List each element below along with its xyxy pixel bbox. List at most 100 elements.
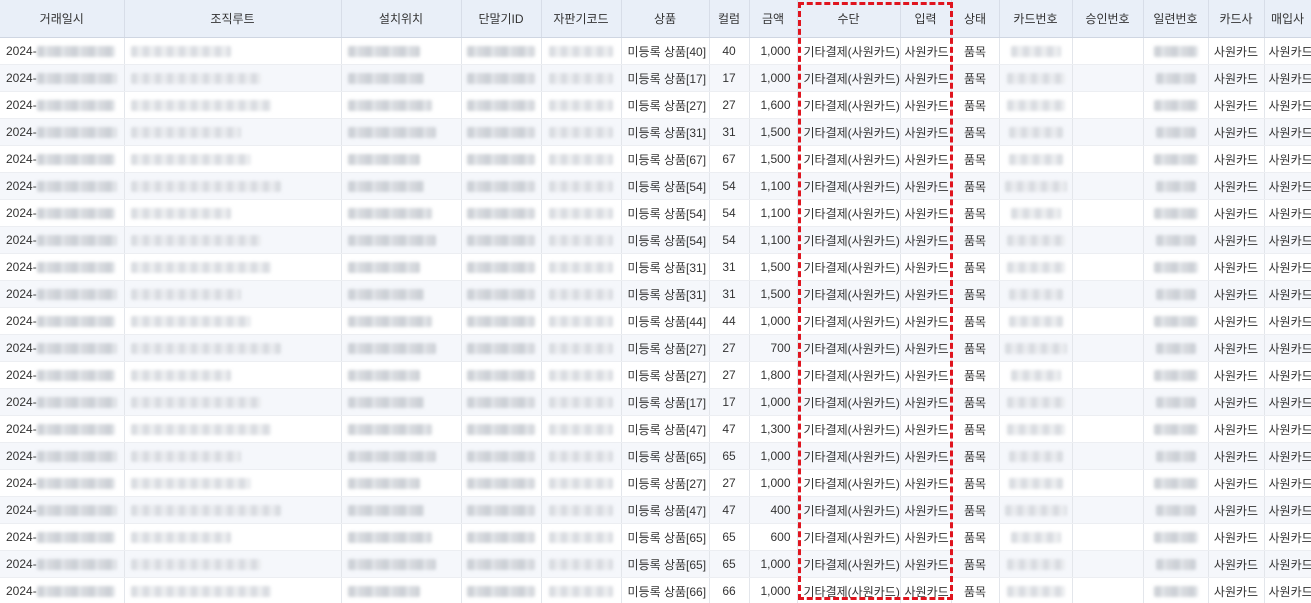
table-row[interactable]: 2024- 미등록 상품[66] 66 1,000 기타결제(사원카드) 사원카드 품목 사원… <box>0 577 1311 603</box>
cell-org-route <box>124 307 342 335</box>
cell-input: 사원카드 <box>900 226 952 254</box>
redacted-org-route <box>130 46 231 58</box>
header-product[interactable]: 상품 <box>621 0 710 38</box>
table-row[interactable]: 2024- 미등록 상품[54] 54 1,100 기타결제(사원카드) 사원카드 품목 사원… <box>0 172 1311 200</box>
cell-datetime: 2024- <box>0 577 125 603</box>
header-serial-no[interactable]: 일련번호 <box>1143 0 1209 38</box>
cell-status: 품목 <box>951 388 1000 416</box>
table-row[interactable]: 2024- 미등록 상품[27] 27 1,800 기타결제(사원카드) 사원카드 품목 사원… <box>0 361 1311 389</box>
cell-input: 사원카드 <box>900 361 952 389</box>
cell-method: 기타결제(사원카드) <box>797 442 901 470</box>
header-card-company[interactable]: 카드사 <box>1208 0 1265 38</box>
cell-card-no <box>999 469 1073 497</box>
cell-status: 품목 <box>951 577 1000 603</box>
redacted-card-no <box>1010 370 1061 382</box>
header-card-no[interactable]: 카드번호 <box>999 0 1073 38</box>
table-row[interactable]: 2024- 미등록 상품[17] 17 1,000 기타결제(사원카드) 사원카드 품목 사원… <box>0 388 1311 416</box>
redacted-card-no <box>1006 559 1065 571</box>
header-method[interactable]: 수단 <box>797 0 901 38</box>
header-status[interactable]: 상태 <box>951 0 1000 38</box>
redacted-serial-no <box>1155 73 1196 85</box>
cell-card-no <box>999 64 1073 92</box>
redacted-serial-no <box>1155 127 1196 139</box>
cell-card-no <box>999 199 1073 227</box>
header-acquirer[interactable]: 매입사 <box>1264 0 1311 38</box>
table-row[interactable]: 2024- 미등록 상품[27] 27 700 기타결제(사원카드) 사원카드 품목 사원카드… <box>0 334 1311 362</box>
redacted-card-no <box>1010 208 1061 220</box>
cell-input: 사원카드 <box>900 307 952 335</box>
redacted-vending-code <box>549 235 613 247</box>
cell-org-route <box>124 37 342 65</box>
table-row[interactable]: 2024- 미등록 상품[65] 65 600 기타결제(사원카드) 사원카드 품목 사원카드… <box>0 523 1311 551</box>
header-amount[interactable]: 금액 <box>749 0 798 38</box>
table-header-row: 거래일시 조직루트 설치위치 단말기ID 자판기코드 상품 컬럼 금액 수단 입… <box>0 0 1311 38</box>
cell-card-no <box>999 523 1073 551</box>
table-row[interactable]: 2024- 미등록 상품[47] 47 1,300 기타결제(사원카드) 사원카드 품목 사원… <box>0 415 1311 443</box>
cell-serial-no <box>1143 577 1209 603</box>
header-location[interactable]: 설치위치 <box>341 0 462 38</box>
cell-product: 미등록 상품[27] <box>621 469 710 497</box>
table-row[interactable]: 2024- 미등록 상품[54] 54 1,100 기타결제(사원카드) 사원카드 품목 사원… <box>0 199 1311 227</box>
header-vending-code[interactable]: 자판기코드 <box>541 0 622 38</box>
redacted-terminal-id <box>467 397 535 409</box>
redacted-terminal-id <box>467 559 535 571</box>
table-row[interactable]: 2024- 미등록 상품[47] 47 400 기타결제(사원카드) 사원카드 품목 사원카드… <box>0 496 1311 524</box>
table-row[interactable]: 2024- 미등록 상품[44] 44 1,000 기타결제(사원카드) 사원카드 품목 사원… <box>0 307 1311 335</box>
cell-card-company: 사원카드 <box>1208 523 1265 551</box>
table-row[interactable]: 2024- 미등록 상품[67] 67 1,500 기타결제(사원카드) 사원카드 품목 사원… <box>0 145 1311 173</box>
cell-card-company: 사원카드 <box>1208 388 1265 416</box>
redacted-org-route <box>130 289 241 301</box>
cell-location <box>341 37 462 65</box>
cell-datetime: 2024- <box>0 442 125 470</box>
cell-vending-code <box>541 334 622 362</box>
cell-acquirer: 사원카드 <box>1264 226 1311 254</box>
table-row[interactable]: 2024- 미등록 상품[27] 27 1,600 기타결제(사원카드) 사원카드 품목 사원… <box>0 91 1311 119</box>
redacted-terminal-id <box>467 343 535 355</box>
cell-vending-code <box>541 307 622 335</box>
cell-input: 사원카드 <box>900 496 952 524</box>
table-row[interactable]: 2024- 미등록 상품[31] 31 1,500 기타결제(사원카드) 사원카드 품목 사원… <box>0 280 1311 308</box>
cell-column: 44 <box>709 307 750 335</box>
redacted-location <box>347 208 432 220</box>
cell-method: 기타결제(사원카드) <box>797 199 901 227</box>
cell-serial-no <box>1143 145 1209 173</box>
cell-product: 미등록 상품[31] <box>621 253 710 281</box>
cell-product: 미등록 상품[67] <box>621 145 710 173</box>
table-row[interactable]: 2024- 미등록 상품[27] 27 1,000 기타결제(사원카드) 사원카드 품목 사원… <box>0 469 1311 497</box>
redacted-vending-code <box>549 154 613 166</box>
header-approval-no[interactable]: 승인번호 <box>1072 0 1144 38</box>
header-terminal-id[interactable]: 단말기ID <box>461 0 542 38</box>
table-row[interactable]: 2024- 미등록 상품[54] 54 1,100 기타결제(사원카드) 사원카드 품목 사원… <box>0 226 1311 254</box>
cell-amount: 1,000 <box>749 469 798 497</box>
header-input[interactable]: 입력 <box>900 0 952 38</box>
redacted-location <box>347 262 420 274</box>
cell-approval-no <box>1072 442 1144 470</box>
cell-status: 품목 <box>951 91 1000 119</box>
redacted-datetime <box>36 316 115 328</box>
redacted-vending-code <box>549 100 613 112</box>
cell-method: 기타결제(사원카드) <box>797 37 901 65</box>
cell-org-route <box>124 280 342 308</box>
header-column[interactable]: 컬럼 <box>709 0 750 38</box>
datetime-year: 2024- <box>6 449 37 463</box>
table-row[interactable]: 2024- 미등록 상품[31] 31 1,500 기타결제(사원카드) 사원카드 품목 사원… <box>0 118 1311 146</box>
table-row[interactable]: 2024- 미등록 상품[65] 65 1,000 기타결제(사원카드) 사원카드 품목 사원… <box>0 550 1311 578</box>
redacted-location <box>347 478 420 490</box>
cell-vending-code <box>541 172 622 200</box>
redacted-vending-code <box>549 370 613 382</box>
cell-vending-code <box>541 388 622 416</box>
header-org-route[interactable]: 조직루트 <box>124 0 342 38</box>
table-row[interactable]: 2024- 미등록 상품[65] 65 1,000 기타결제(사원카드) 사원카드 품목 사원… <box>0 442 1311 470</box>
header-datetime[interactable]: 거래일시 <box>0 0 125 38</box>
redacted-serial-no <box>1155 235 1196 247</box>
table-row[interactable]: 2024- 미등록 상품[17] 17 1,000 기타결제(사원카드) 사원카드 품목 사원… <box>0 64 1311 92</box>
cell-card-company: 사원카드 <box>1208 118 1265 146</box>
table-row[interactable]: 2024- 미등록 상품[31] 31 1,500 기타결제(사원카드) 사원카드 품목 사원… <box>0 253 1311 281</box>
cell-approval-no <box>1072 145 1144 173</box>
redacted-datetime <box>36 532 115 544</box>
table-row[interactable]: 2024- 미등록 상품[40] 40 1,000 기타결제(사원카드) 사원카드 품목 사원… <box>0 37 1311 65</box>
cell-location <box>341 577 462 603</box>
redacted-card-no <box>1004 181 1067 193</box>
redacted-datetime <box>36 127 117 139</box>
